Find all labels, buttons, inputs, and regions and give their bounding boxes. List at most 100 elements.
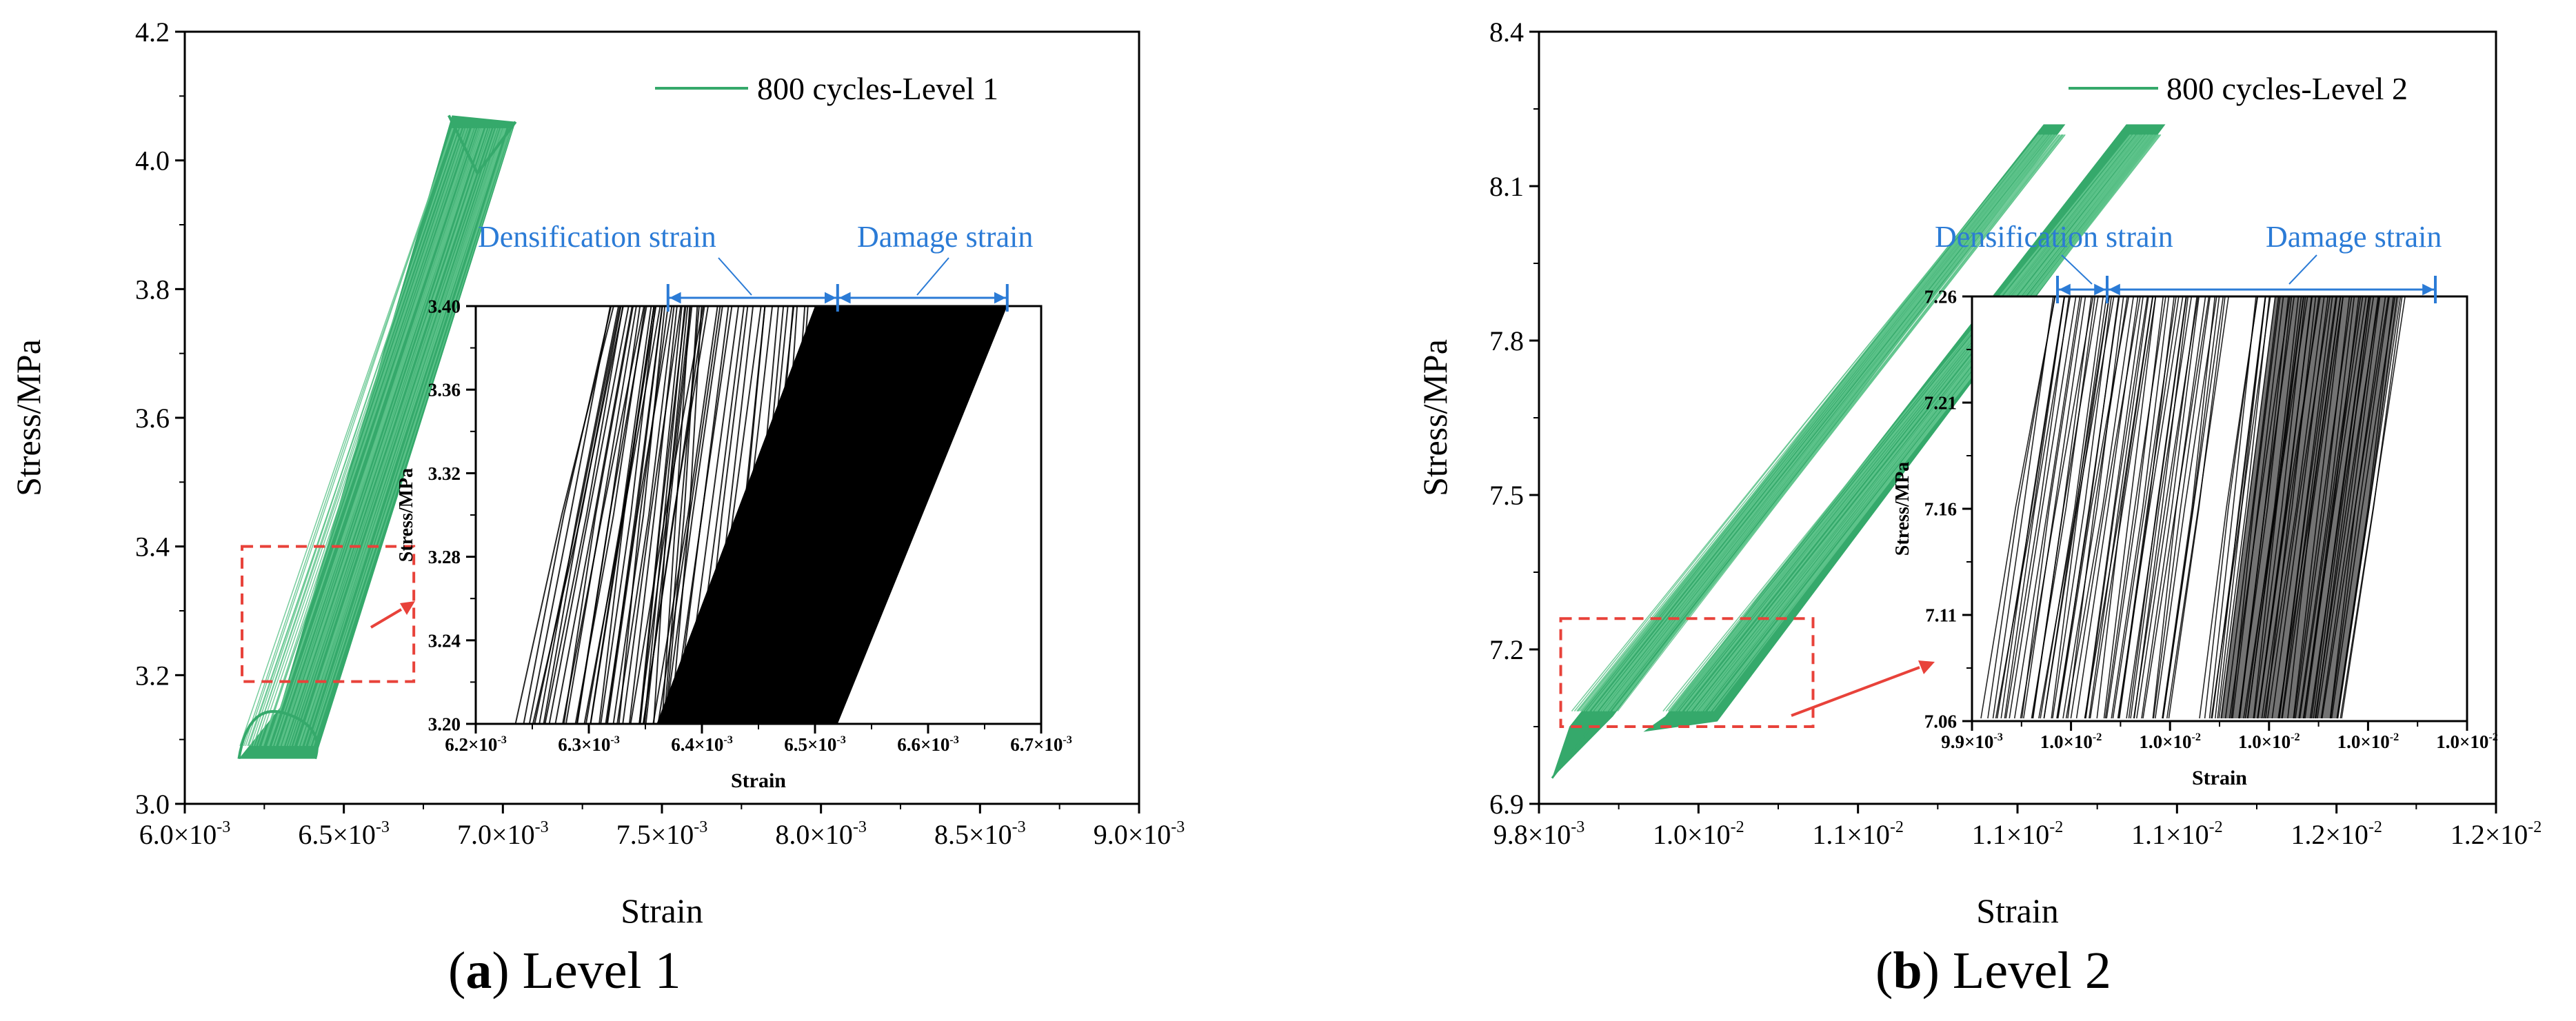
b-cycle-line-1 [1580,134,2044,712]
b-inset-axis-y-tick-label: 7.11 [1925,605,1957,625]
a-inset-dense-curves [656,306,1007,724]
b-cycle-line-1 [1573,134,2040,712]
b-cycle-line-1 [1609,134,2061,712]
a-cycle-line [243,128,454,747]
b-axis-x-tick-label: 1.1×10-2 [2131,818,2223,850]
a-inset-cycle-line-mid [788,305,817,725]
panel-b-chart: 9.8×10-3 1.0×10-2 1.1×10-2 1.1×10-2 1.1×10-2… [1416,17,2542,930]
a-inset-cycle-line [606,305,673,725]
b-inset-cycle-line-1 [2051,296,2110,719]
a-zoom-box [241,545,416,683]
a-inset-cycle-line-mid [723,305,766,725]
a-dim-arrow [838,292,851,304]
b-inset-axis-x-tick-label: 1.0×10-2 [2238,731,2300,752]
b-dim-arrow [2109,283,2120,296]
b-axis-y-tick-label: 7.2 [1489,634,1524,665]
a-axis-y-tick-label: 3.4 [135,532,170,563]
a-inset-cycle-line [565,305,637,725]
a-inset-cycle-line [643,305,686,725]
a-inset-cycle-line-mid [760,305,794,725]
caption-b: (b) Level 2 [1875,942,2111,1000]
b-axis-y-tick-label: 7.8 [1489,325,1524,356]
a-cycle-line [310,128,512,747]
a-zoom-arrowhead [400,601,415,615]
a-axis-x-tick-label: 6.5×10-3 [298,818,390,850]
a-inset-cycle-line-mid [726,305,774,725]
b-inset-cycle-line-1 [2153,296,2211,719]
a-inset-cycle-line [618,305,669,725]
a-inset-cycle-line [544,305,624,725]
a-inset-cycle-line-mid [772,305,806,725]
b-cycle-line-2 [1693,134,2148,712]
b-cycle-line-1 [1601,134,2060,712]
a-axis-x-tick-label: 8.0×10-3 [775,818,867,850]
b-inset-cycle-line-1 [2104,296,2166,719]
b-inset-axis-x-tick-label: 1.0×10-2 [2436,731,2498,752]
a-zoom-arrow [370,608,403,629]
b-inset-cycle-line-1 [2043,296,2115,719]
b-inset-axis-x-tick-label: 9.9×10-3 [1941,731,2003,752]
a-inset-cycle-line-mid [705,305,762,725]
b-cycle-line-1 [1617,134,2064,712]
b-inset-cycle-line-1 [2152,296,2206,719]
a-inset-cycle-line [612,305,666,725]
a-inset-axis-y-tick-label: 3.28 [428,547,461,567]
a-annotation-densification: Densification strain [478,220,716,254]
caption-a-text: Level 1 [522,942,681,1000]
b-inset-cycle-line-1 [2162,296,2224,719]
b-inset-cycle-line-1 [2084,296,2144,719]
b-cycle-line-2 [1675,134,2137,712]
a-inset-cycle-line [554,305,633,725]
a-axis-y-tick-label: 4.0 [135,145,170,176]
b-cycle-line-2 [1673,134,2135,712]
b-inset-axis-x-tick-label: 1.0×10-2 [2337,731,2399,752]
b-cycle-line-1 [1614,134,2066,712]
b-inset-cycle-line-1 [2062,296,2124,719]
a-inset-cycle-line [653,305,689,725]
b-inset-cycle-line-2 [2336,296,2402,719]
b-inset-cycle-line-1 [2162,296,2216,719]
a-cycle-line [261,128,473,747]
a-cycle-line [300,128,503,747]
b-inset-cycle-line-1 [1992,296,2054,719]
b-inset-x-label: Strain [2192,767,2247,789]
a-inset-cycle-line [563,305,634,725]
a-inset-cycle-line [600,305,656,725]
b-cycle-line-1 [1582,134,2046,712]
a-axis-x-tick-label: 8.5×10-3 [934,818,1026,850]
a-inset-cycle-line-mid [776,305,809,725]
b-inset-cycle-line-1 [1980,296,2056,719]
a-x-axis-label: Strain [621,891,703,930]
a-inset-cycle-line-mid [795,305,823,725]
b-leader-1 [2061,254,2093,285]
a-axis-y-tick-label: 3.2 [135,660,170,691]
b-inset-cycle-line-1 [1987,296,2056,719]
a-inset-cycle-line-mid [798,305,829,725]
b-first-cycle-tail [1551,726,1592,779]
b-inset-cycle-line-1 [2133,296,2189,719]
b-inset-cycle-line-1 [2111,296,2170,719]
b-legend-label: 800 cycles-Level 2 [2166,71,2408,106]
b-inset-cycle-line-1 [2009,296,2077,719]
b-inset-cycle-line-2 [2214,296,2266,719]
a-inset-cycle-line-mid [814,305,838,725]
a-cycle-line [278,128,483,747]
b-inset-cycle-line-1 [2089,296,2157,719]
b-inset-cycle-line-1 [2085,296,2149,719]
a-dim-arrow [825,292,836,304]
a-cycle-line [285,128,490,747]
a-inset-cycle-line [661,305,691,725]
b-dim-arrow [2059,283,2071,296]
a-inset-axis-x-tick-label: 6.3×10-3 [558,734,620,755]
a-inset-cycle-line [528,305,612,725]
a-inset-axis-x-tick-label: 6.7×10-3 [1010,734,1072,755]
a-cycle-line [250,128,459,747]
caption-b-letter: b [1893,942,1922,1000]
b-inset-cycle-line-1 [2154,296,2217,719]
a-inset-cycle-line [534,305,621,725]
a-inset-cycle-line [523,305,612,725]
a-inset-cycle-line [616,305,675,725]
a-inset-cycle-line-mid [738,305,785,725]
b-axis-x-tick-label: 1.1×10-2 [1812,818,1904,850]
b-zoom-box [1559,617,1815,729]
